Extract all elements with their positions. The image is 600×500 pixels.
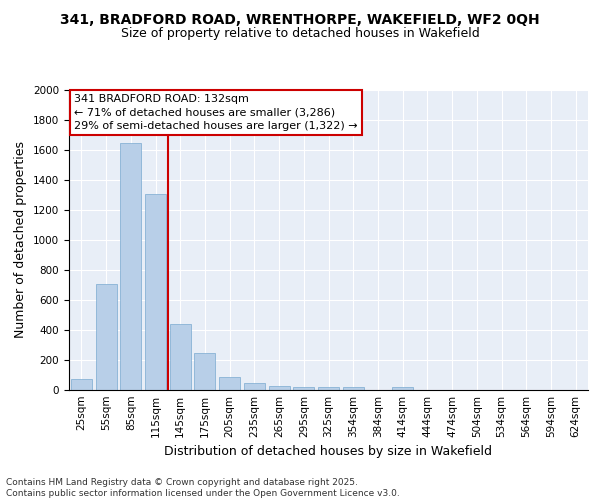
Bar — [293, 387, 314, 390]
Bar — [269, 386, 290, 390]
Y-axis label: Number of detached properties: Number of detached properties — [14, 142, 28, 338]
Bar — [170, 324, 191, 390]
Bar — [392, 387, 413, 390]
Bar — [219, 376, 240, 390]
Text: Size of property relative to detached houses in Wakefield: Size of property relative to detached ho… — [121, 28, 479, 40]
Bar — [343, 387, 364, 390]
Text: 341, BRADFORD ROAD, WRENTHORPE, WAKEFIELD, WF2 0QH: 341, BRADFORD ROAD, WRENTHORPE, WAKEFIEL… — [60, 12, 540, 26]
Text: Contains HM Land Registry data © Crown copyright and database right 2025.
Contai: Contains HM Land Registry data © Crown c… — [6, 478, 400, 498]
Bar — [244, 382, 265, 390]
X-axis label: Distribution of detached houses by size in Wakefield: Distribution of detached houses by size … — [164, 446, 493, 458]
Bar — [120, 142, 141, 390]
Bar — [194, 352, 215, 390]
Bar — [318, 387, 339, 390]
Bar — [71, 379, 92, 390]
Bar — [95, 284, 116, 390]
Bar — [145, 194, 166, 390]
Text: 341 BRADFORD ROAD: 132sqm
← 71% of detached houses are smaller (3,286)
29% of se: 341 BRADFORD ROAD: 132sqm ← 71% of detac… — [74, 94, 358, 131]
